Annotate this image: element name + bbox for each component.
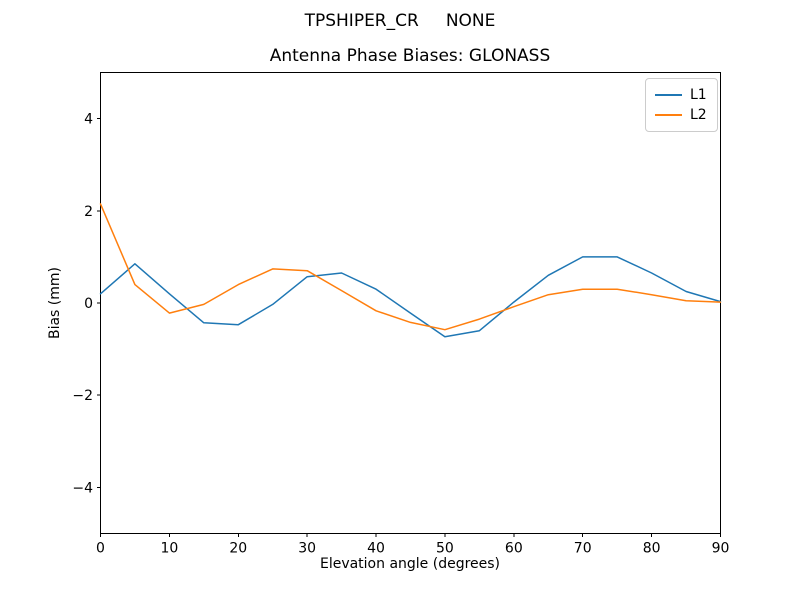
y-tick-label: 0 [84,296,93,312]
y-axis: −4 −2 0 2 4 [72,112,101,496]
l2-line [99,203,722,331]
y-tick-label: 4 [84,112,93,128]
legend-item-l1: L1 [655,85,707,105]
x-tick-label: 10 [160,541,178,557]
x-tick-label: 70 [574,541,592,557]
x-tick-label: 60 [505,541,523,557]
x-tick-label: 50 [436,541,454,557]
l2-line-swatch [655,114,682,116]
y-axis-label: Bias (mm) [47,266,63,340]
y-tick-label: 2 [84,204,93,220]
l1-line [99,256,722,338]
legend-label-l2: L2 [690,107,707,123]
x-tick-label: 90 [712,541,730,557]
y-tick-label: −2 [72,388,93,404]
figure-suptitle: TPSHIPER_CR NONE [304,11,496,31]
y-tick-label: −4 [72,480,93,496]
legend-item-l2: L2 [655,105,707,125]
x-tick-label: 30 [298,541,316,557]
x-axis: 0 10 20 30 40 50 60 70 80 90 [96,533,730,557]
x-tick-label: 80 [643,541,661,557]
legend: L1 L2 [645,78,718,132]
plot-frame [100,72,721,534]
x-axis-label: Elevation angle (degrees) [319,556,501,572]
x-tick-label: 0 [96,541,105,557]
l1-line-swatch [655,94,682,96]
legend-label-l1: L1 [690,87,707,103]
x-tick-label: 20 [229,541,247,557]
x-tick-label: 40 [367,541,385,557]
chart-title: Antenna Phase Biases: GLONASS [269,46,551,66]
